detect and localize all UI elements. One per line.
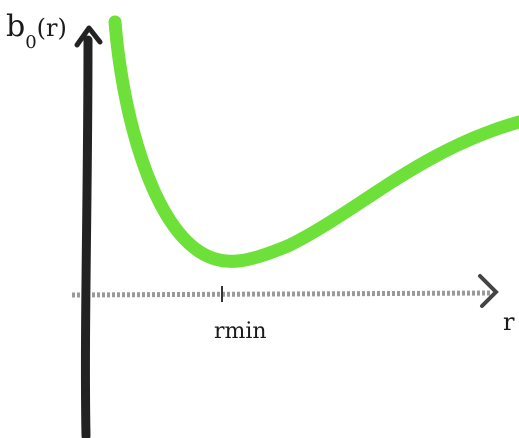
sketch: b0(r) rmin r [0, 0, 519, 438]
background [0, 0, 519, 438]
label-argument: (r) [37, 14, 67, 42]
label-symbol: b [6, 9, 25, 44]
y-axis [85, 40, 88, 436]
minimum-label: rmin [214, 319, 267, 344]
label-subscript: 0 [25, 32, 36, 53]
x-axis-label: r [503, 308, 515, 336]
